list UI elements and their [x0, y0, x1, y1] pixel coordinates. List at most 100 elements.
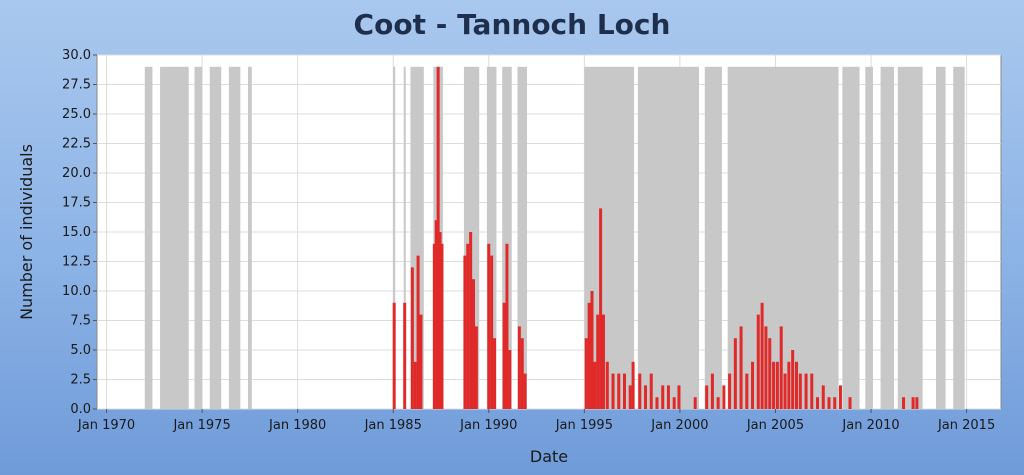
survey-period-band: [209, 66, 222, 410]
count-bar: [605, 361, 609, 409]
x-tick-label: Jan 1985: [364, 418, 422, 433]
count-bar: [436, 66, 440, 410]
count-bar: [756, 314, 760, 409]
y-tick-label: 10.0: [62, 284, 91, 299]
count-bar: [392, 302, 396, 409]
count-bar: [584, 338, 588, 409]
count-bar: [911, 397, 915, 409]
survey-period-band: [865, 66, 873, 410]
survey-periods: [144, 66, 965, 410]
count-bar: [710, 373, 714, 409]
survey-period-band: [897, 66, 923, 410]
survey-period-band: [842, 66, 860, 410]
count-bar: [795, 361, 799, 409]
survey-period-band: [502, 66, 512, 410]
y-tick-label: 25.0: [62, 107, 91, 122]
count-bar: [644, 385, 648, 409]
count-bar: [733, 338, 737, 409]
count-bar: [520, 338, 524, 409]
survey-period-band: [953, 66, 965, 410]
count-bar: [728, 373, 732, 409]
count-bar: [751, 361, 755, 409]
survey-period-band: [247, 66, 252, 410]
count-bar: [590, 291, 594, 409]
count-bar: [677, 385, 681, 409]
count-bar: [523, 373, 527, 409]
count-bar: [587, 302, 591, 409]
count-bar: [739, 326, 743, 409]
count-bar: [705, 385, 709, 409]
count-bar: [772, 361, 776, 409]
count-bar: [440, 243, 444, 409]
count-bar: [816, 397, 820, 409]
count-bar: [593, 361, 597, 409]
count-bar: [833, 397, 837, 409]
count-bar: [661, 385, 665, 409]
y-tick-label: 15.0: [62, 225, 91, 240]
survey-period-band: [160, 66, 189, 410]
count-bar: [434, 220, 438, 409]
x-axis-ticks: Jan 1970 Jan 1975 Jan 1980 Jan 1985 Jan 1990…: [77, 409, 995, 433]
y-axis-ticks: 0.0 2.5 5.0 7.5 10.0 12.5 15.0 17.5 20.0 22.5 25.0…: [62, 48, 97, 417]
survey-period-band: [403, 66, 406, 410]
count-bar: [517, 326, 521, 409]
y-tick-label: 2.5: [70, 373, 91, 388]
y-tick-label: 5.0: [70, 343, 91, 358]
count-bar: [617, 373, 621, 409]
count-bar: [413, 361, 417, 409]
count-bar: [745, 373, 749, 409]
count-bar: [716, 397, 720, 409]
x-tick-label: Jan 1970: [77, 418, 135, 433]
chart-title: Coot - Tannoch Loch: [354, 8, 671, 41]
y-tick-label: 7.5: [70, 314, 91, 329]
count-bar: [469, 232, 473, 409]
survey-period-band: [228, 66, 241, 410]
count-bar: [760, 302, 764, 409]
count-bar: [649, 373, 653, 409]
survey-period-band: [880, 66, 894, 410]
count-bar: [403, 302, 407, 409]
count-bar: [666, 385, 670, 409]
survey-period-band: [486, 66, 497, 410]
count-bar: [804, 373, 808, 409]
count-bar: [599, 208, 603, 409]
survey-period-band: [194, 66, 203, 410]
count-bar: [493, 338, 497, 409]
survey-period-band: [936, 66, 946, 410]
count-bar: [915, 397, 919, 409]
x-tick-label: Jan 1990: [459, 418, 517, 433]
survey-period-band: [517, 66, 528, 410]
x-tick-label: Jan 1995: [555, 418, 613, 433]
y-tick-label: 22.5: [62, 137, 91, 152]
count-bar: [902, 397, 906, 409]
x-tick-label: Jan 1975: [172, 418, 230, 433]
count-bar: [490, 255, 494, 409]
count-bar: [631, 361, 635, 409]
count-bar: [611, 373, 615, 409]
count-bar: [508, 350, 512, 409]
count-bar: [783, 373, 787, 409]
x-tick-label: Jan 2005: [746, 418, 804, 433]
count-bar: [463, 255, 467, 409]
count-bar: [722, 385, 726, 409]
x-axis-label: Date: [530, 447, 568, 466]
count-bar: [622, 373, 626, 409]
count-bar: [779, 326, 783, 409]
count-bar: [410, 267, 414, 409]
y-tick-label: 12.5: [62, 255, 91, 270]
count-bar: [432, 243, 436, 409]
count-bar: [693, 397, 697, 409]
y-tick-label: 0.0: [70, 402, 91, 417]
count-bar: [487, 243, 491, 409]
count-bar: [505, 243, 509, 409]
y-tick-label: 27.5: [62, 78, 91, 93]
count-bar: [655, 397, 659, 409]
count-bar: [628, 385, 632, 409]
count-bar: [474, 326, 478, 409]
y-tick-label: 20.0: [62, 166, 91, 181]
count-bar: [838, 385, 842, 409]
count-bar: [438, 232, 442, 409]
count-bar: [775, 361, 779, 409]
survey-period-band: [637, 66, 700, 410]
